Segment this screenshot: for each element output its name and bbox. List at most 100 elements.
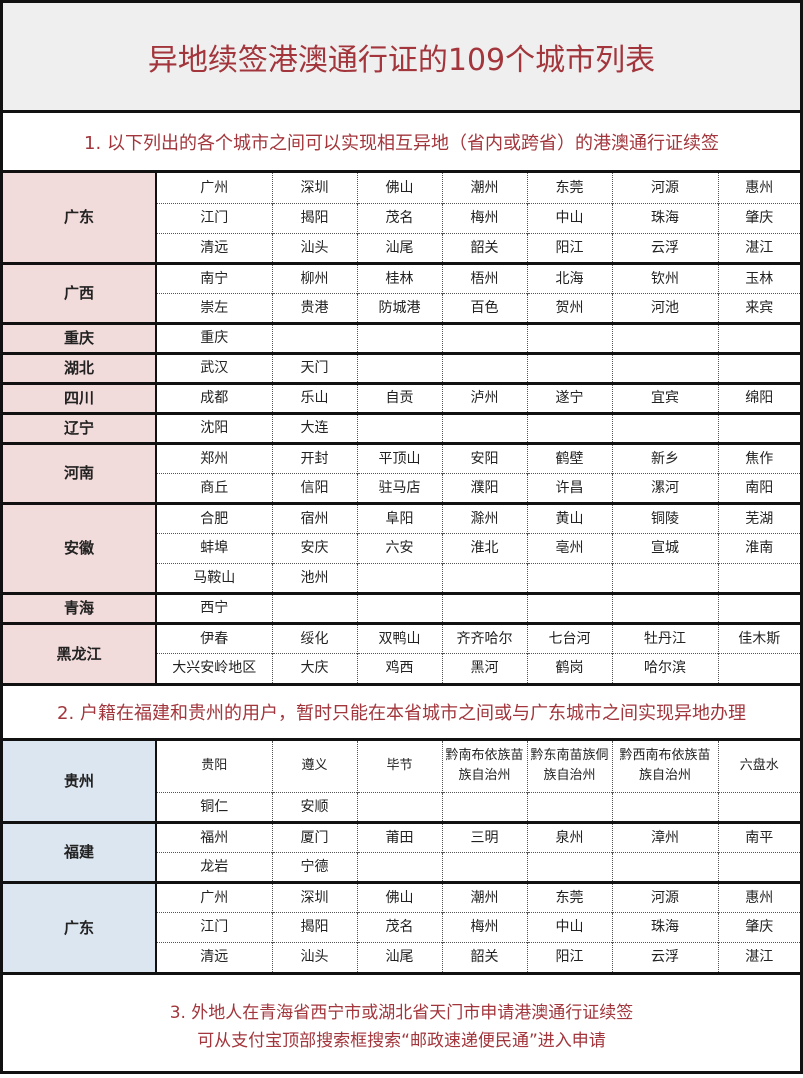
city-cell: [441, 851, 527, 882]
table-row: 江门 揭阳 茂名 梅州 中山 珠海 肇庆: [3, 202, 800, 233]
city-cell: 防城港: [356, 292, 442, 323]
table-row: 重庆 重庆: [3, 321, 800, 353]
section1-heading: 1. 以下列出的各个城市之间可以实现相互异地（省内或跨省）的港澳通行证续签: [3, 113, 800, 173]
city-cell: [526, 321, 612, 353]
table-row: 四川 成都 乐山 自贡 泸州 遂宁 宜宾 绵阳: [3, 381, 800, 413]
city-cell: 阳江: [526, 941, 612, 972]
table-row: 崇左 贵港 防城港 百色 贺州 河池 来宾: [3, 292, 800, 323]
city-cell: 玉林: [717, 261, 800, 293]
city-cell: 齐齐哈尔: [441, 621, 527, 653]
city-cell: 百色: [441, 292, 527, 323]
city-cell: [611, 591, 718, 623]
footer-line-2: 可从支付宝顶部搜索框搜索“邮政速递便民通”进入申请: [197, 1030, 606, 1051]
city-cell: 合肥: [155, 501, 272, 533]
table-row: 贵州 贵阳 遵义 毕节 黔南布依族苗族自治州 黔东南苗族侗族自治州 黔西南布依族苗族自治州六…: [3, 741, 800, 822]
city-cell: [356, 851, 442, 882]
city-cell: 绵阳: [717, 381, 800, 413]
city-cell: 揭阳: [271, 202, 357, 233]
city-cell: 韶关: [441, 941, 527, 972]
city-cell: 宿州: [271, 501, 357, 533]
city-cell: 佳木斯: [717, 621, 800, 653]
city-cell: 河源: [611, 880, 718, 912]
city-cell: 钦州: [611, 261, 718, 293]
city-cell: 汕尾: [356, 941, 442, 972]
city-cell: 惠州: [717, 173, 800, 203]
city-cell: 中山: [526, 202, 612, 233]
city-cell: [717, 562, 800, 593]
city-cell: 大连: [271, 411, 357, 443]
table-row: 清远 汕头 汕尾 韶关 阳江 云浮 湛江: [3, 941, 800, 972]
city-cell: 天门: [271, 351, 357, 383]
city-cell: 惠州: [717, 880, 800, 912]
city-cell: [441, 791, 527, 822]
city-cell: 蚌埠: [155, 532, 272, 563]
table-row: 湖北 武汉 天门: [3, 351, 800, 383]
city-cell: 宁德: [271, 851, 357, 882]
table-row: 清远 汕头 汕尾 韶关 阳江 云浮 湛江: [3, 232, 800, 263]
city-cell: [526, 351, 612, 383]
city-cell: 毕节: [356, 741, 442, 792]
city-cell: 淮北: [441, 532, 527, 563]
city-cell: [611, 851, 718, 882]
city-cell: 大庆: [271, 652, 357, 683]
city-cell: 清远: [155, 941, 272, 972]
city-cell: 鸡西: [356, 652, 442, 683]
table-row: 商丘 信阳 驻马店 濮阳 许昌 漯河 南阳: [3, 472, 800, 503]
city-cell: 广州: [155, 880, 272, 912]
table-row: 广东 广州 深圳 佛山 潮州 东莞 河源 惠州: [3, 880, 800, 972]
city-cell: [356, 321, 442, 353]
city-cell: 铜仁: [155, 791, 272, 822]
city-cell: 武汉: [155, 351, 272, 383]
city-cell: 云浮: [611, 232, 718, 263]
city-cell: 佛山: [356, 880, 442, 912]
city-cell: 清远: [155, 232, 272, 263]
city-cell: 江门: [155, 911, 272, 942]
city-cell: 成都: [155, 381, 272, 413]
table-row: 安徽 合肥 宿州 阜阳 滁州 黄山 铜陵 芜湖: [3, 501, 800, 593]
city-cell: 广州: [155, 173, 272, 203]
city-cell: 柳州: [271, 261, 357, 293]
city-cell: 阳江: [526, 232, 612, 263]
province-label: 黑龙江: [3, 621, 157, 683]
city-cell: 池州: [271, 562, 357, 593]
section2-heading: 2. 户籍在福建和贵州的用户，暂时只能在本省城市之间或与广东城市之间实现异地办理: [3, 683, 800, 741]
city-cell: 贵阳: [155, 741, 272, 792]
city-cell: 珠海: [611, 202, 718, 233]
city-cell: 驻马店: [356, 472, 442, 503]
city-cell: 来宾: [717, 292, 800, 323]
city-cell: 开封: [271, 441, 357, 473]
city-cell: 东莞: [526, 880, 612, 912]
city-cell: 深圳: [271, 880, 357, 912]
province-label: 贵州: [3, 741, 157, 822]
city-cell: 乐山: [271, 381, 357, 413]
city-cell: 铜陵: [611, 501, 718, 533]
city-cell: 肇庆: [717, 911, 800, 942]
city-cell: 梅州: [441, 911, 527, 942]
city-cell: [356, 411, 442, 443]
city-cell: 宣城: [611, 532, 718, 563]
table-row: 大兴安岭地区 大庆 鸡西 黑河 鹤岗 哈尔滨: [3, 652, 800, 683]
table-row: 马鞍山 池州: [3, 562, 800, 593]
city-cell: 安庆: [271, 532, 357, 563]
city-cell: 贵港: [271, 292, 357, 323]
city-cell: 许昌: [526, 472, 612, 503]
city-cell: 湛江: [717, 941, 800, 972]
city-cell: 黔西南布依族苗族自治州: [611, 741, 718, 792]
city-cell: 龙岩: [155, 851, 272, 882]
city-cell: [717, 351, 800, 383]
city-cell: 芜湖: [717, 501, 800, 533]
city-cell: [526, 562, 612, 593]
province-label: 广西: [3, 261, 157, 323]
city-cell: 东莞: [526, 173, 612, 203]
province-label: 四川: [3, 381, 157, 413]
province-label: 广东: [3, 880, 157, 972]
city-cell: 七台河: [526, 621, 612, 653]
city-cell: 黔南布依族苗族自治州: [441, 741, 527, 792]
footer-line-1: 3. 外地人在青海省西宁市或湖北省天门市申请港澳通行证续签: [169, 1002, 634, 1023]
city-cell: 潮州: [441, 880, 527, 912]
city-cell: [611, 321, 718, 353]
city-cell: [717, 791, 800, 822]
city-cell: 自贡: [356, 381, 442, 413]
province-label: 河南: [3, 441, 157, 503]
